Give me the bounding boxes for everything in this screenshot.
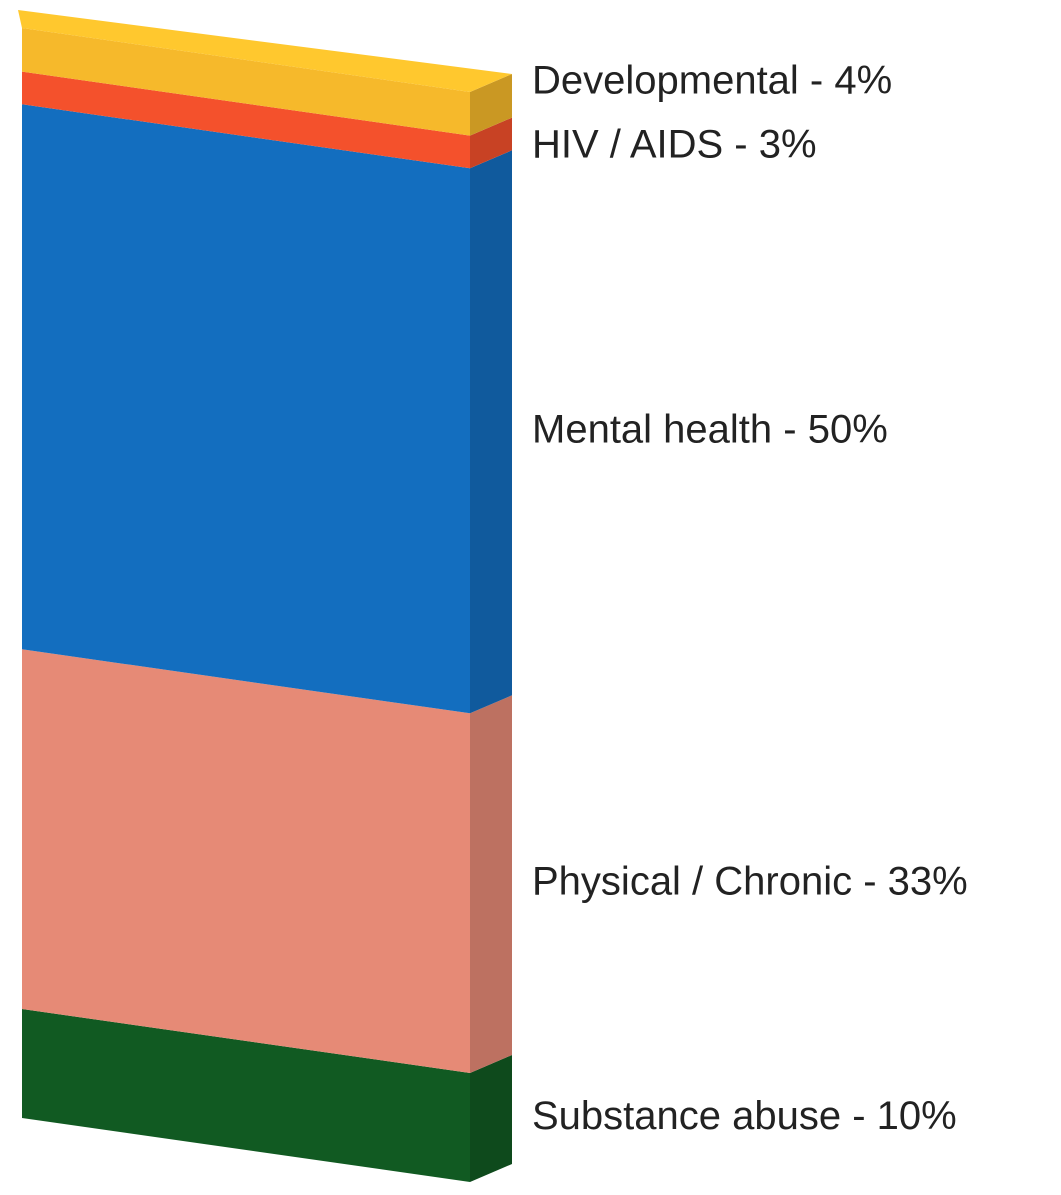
bar-segment — [22, 28, 470, 136]
data-label: Mental health - 50% — [532, 407, 888, 451]
bar-segment — [22, 71, 470, 169]
data-label: Developmental - 4% — [532, 58, 892, 102]
bar-segment-side — [470, 117, 512, 169]
bar-segment-side — [470, 74, 512, 136]
data-label: Physical / Chronic - 33% — [532, 860, 968, 904]
bar-segment — [22, 649, 470, 1073]
bar-segment-side — [470, 1055, 512, 1182]
bar-segment-side — [470, 695, 512, 1073]
bar-top — [18, 10, 512, 92]
data-label: Substance abuse - 10% — [532, 1094, 957, 1138]
bar-segment-side — [470, 150, 512, 714]
data-label: HIV / AIDS - 3% — [532, 123, 817, 167]
bar-segment — [22, 104, 470, 714]
bar-segment — [22, 1009, 470, 1182]
